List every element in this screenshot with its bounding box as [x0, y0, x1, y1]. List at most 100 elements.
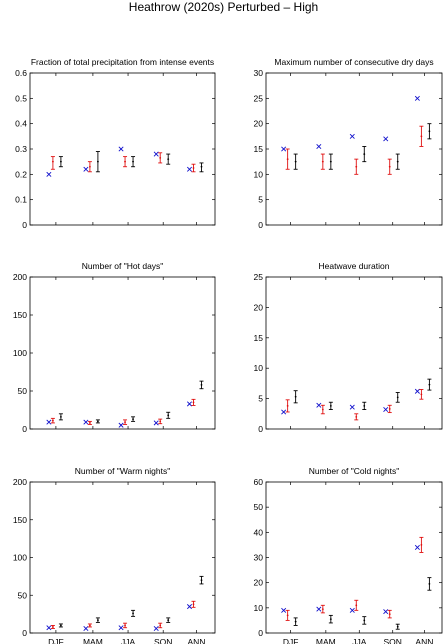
x-marker [316, 143, 322, 149]
y-tick-label: 25 [254, 272, 264, 282]
error-bar [131, 156, 136, 168]
y-tick-label: 10 [254, 169, 264, 179]
x-marker [281, 409, 287, 415]
error-bar [293, 390, 298, 404]
error-bar [362, 146, 367, 163]
error-bar [87, 420, 92, 425]
plot-frame [265, 72, 443, 226]
y-tick-label: 0 [22, 220, 27, 230]
error-bar [419, 536, 424, 553]
y-tick-label: 0.5 [15, 93, 27, 103]
x-marker-stroke [349, 404, 355, 410]
error-bar-mid [192, 603, 195, 606]
error-bar-mid [124, 624, 126, 627]
error-bar-mid [89, 624, 91, 627]
error-bar-mid [167, 414, 170, 417]
error-bar-mid [200, 165, 203, 168]
x-marker-stroke [153, 625, 159, 631]
error-bar-mid [286, 158, 289, 161]
error-bar [395, 392, 400, 403]
plot-frame [29, 481, 216, 634]
y-tick-label: 0 [258, 424, 263, 434]
y-tick-label: 0.2 [15, 169, 27, 179]
x-marker [383, 609, 389, 615]
error-bar-mid [329, 160, 332, 163]
y-tick-label: 50 [18, 590, 28, 600]
x-marker-stroke [383, 136, 389, 142]
x-marker-stroke [414, 388, 420, 394]
y-tick-label: 0.4 [15, 119, 27, 129]
error-bar [328, 401, 333, 410]
y-tick-label: 10 [254, 363, 264, 373]
x-tick-label: DJF [48, 637, 64, 644]
x-tick-label: JJA [352, 637, 367, 644]
y-tick-label: 5 [258, 195, 263, 205]
y-tick-label: 20 [254, 119, 264, 129]
x-marker [153, 151, 159, 157]
error-bar [320, 153, 325, 170]
x-marker [186, 604, 193, 610]
error-bar [320, 404, 325, 415]
x-marker-stroke [316, 402, 322, 408]
error-bar-mid [396, 396, 399, 399]
error-bar [328, 153, 333, 170]
x-marker-stroke [46, 419, 52, 425]
error-bar [158, 152, 163, 164]
error-bar-mid [428, 583, 431, 585]
error-bar-mid [286, 404, 289, 407]
x-tick-label: ANN [188, 637, 206, 644]
error-bar-mid [294, 395, 297, 398]
x-marker-stroke [414, 95, 420, 101]
error-bar-mid [428, 130, 431, 133]
x-marker-stroke [186, 401, 193, 407]
error-bar [293, 617, 298, 626]
panel-title: Heatwave duration [319, 261, 390, 271]
panel-title: Number of "Warm nights" [75, 466, 170, 476]
y-tick-label: 50 [254, 502, 264, 512]
error-bar-mid [167, 619, 170, 622]
error-bar-mid [200, 579, 203, 582]
error-bar-mid [420, 135, 423, 138]
x-marker-stroke [349, 607, 355, 613]
plot-frame [29, 72, 216, 226]
error-bar [427, 123, 432, 140]
error-bar-mid [329, 404, 332, 407]
error-bar-mid [321, 608, 324, 610]
error-bar [419, 389, 424, 400]
error-bar-mid [52, 419, 54, 422]
x-marker-stroke [414, 544, 420, 550]
error-bar [87, 623, 92, 628]
error-bar-mid [396, 160, 399, 163]
panel-title: Number of "Cold nights" [309, 466, 400, 476]
error-bar-mid [420, 544, 423, 546]
error-bar [95, 617, 100, 623]
error-bar-mid [132, 160, 134, 163]
x-marker-stroke [281, 607, 287, 613]
error-bar-mid [355, 165, 358, 168]
error-bar-mid [159, 624, 162, 627]
y-tick-label: 50 [18, 386, 28, 396]
error-bar [50, 625, 55, 629]
x-marker-stroke [383, 609, 389, 615]
y-tick-label: 25 [254, 93, 264, 103]
error-bar [158, 622, 163, 629]
error-bar [354, 413, 359, 421]
error-bar [50, 417, 55, 424]
x-marker [349, 607, 355, 613]
y-tick-label: 5 [258, 394, 263, 404]
x-marker-stroke [83, 419, 89, 425]
y-tick-label: 0.1 [15, 195, 27, 205]
error-bar-mid [355, 604, 358, 607]
x-marker [349, 404, 355, 410]
error-bar [395, 623, 400, 630]
panel-2: Maximum number of consecutive dry days 0 5… [254, 57, 443, 230]
error-bar [199, 380, 204, 390]
error-bar [285, 148, 290, 170]
error-bar-mid [97, 619, 99, 622]
x-marker [414, 544, 420, 550]
y-tick-label: 60 [254, 477, 264, 487]
plot-frame [265, 276, 443, 430]
error-bar [191, 163, 196, 173]
y-tick-label: 100 [13, 553, 27, 563]
x-marker-stroke [153, 420, 159, 426]
